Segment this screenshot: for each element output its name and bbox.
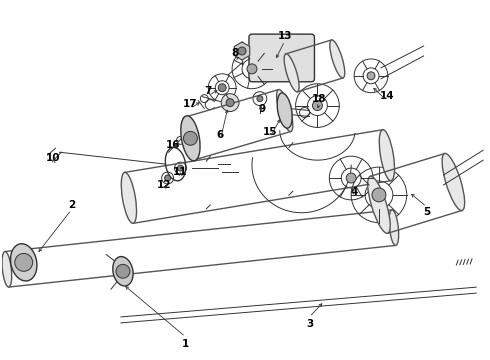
Text: 8: 8 [231, 48, 239, 58]
Text: 5: 5 [423, 207, 430, 217]
Circle shape [218, 84, 226, 92]
Text: 10: 10 [46, 153, 61, 163]
Circle shape [247, 64, 257, 74]
Ellipse shape [368, 176, 390, 233]
Ellipse shape [276, 90, 293, 131]
Circle shape [116, 264, 130, 278]
Ellipse shape [181, 116, 200, 161]
Text: 15: 15 [263, 127, 277, 138]
Circle shape [346, 173, 356, 183]
Polygon shape [234, 42, 250, 60]
Ellipse shape [277, 93, 292, 128]
Circle shape [183, 131, 197, 145]
Text: 3: 3 [306, 319, 313, 329]
Text: 17: 17 [183, 99, 198, 109]
Circle shape [221, 94, 239, 112]
Ellipse shape [121, 172, 137, 223]
Text: 12: 12 [156, 180, 171, 190]
Text: 7: 7 [205, 86, 212, 96]
Text: 14: 14 [380, 91, 394, 101]
Text: 13: 13 [277, 31, 292, 41]
Circle shape [226, 99, 234, 107]
Circle shape [257, 96, 263, 102]
Ellipse shape [389, 210, 399, 246]
Ellipse shape [113, 257, 133, 286]
Circle shape [177, 165, 183, 171]
Text: 11: 11 [173, 167, 188, 177]
Text: 4: 4 [350, 187, 358, 197]
Circle shape [165, 175, 171, 181]
Circle shape [313, 100, 322, 111]
Text: 18: 18 [312, 94, 327, 104]
Circle shape [367, 72, 375, 80]
Ellipse shape [379, 130, 394, 181]
Text: 2: 2 [68, 200, 75, 210]
Ellipse shape [2, 252, 12, 287]
Circle shape [238, 47, 246, 55]
Text: 1: 1 [182, 339, 189, 349]
FancyBboxPatch shape [249, 34, 315, 82]
Ellipse shape [10, 244, 37, 281]
Text: 9: 9 [258, 104, 266, 113]
Ellipse shape [284, 54, 299, 92]
Circle shape [15, 253, 33, 271]
Circle shape [372, 188, 386, 202]
Ellipse shape [330, 40, 345, 78]
Ellipse shape [182, 117, 198, 159]
Ellipse shape [442, 153, 465, 211]
Text: 6: 6 [217, 130, 224, 140]
Text: 16: 16 [166, 140, 181, 150]
